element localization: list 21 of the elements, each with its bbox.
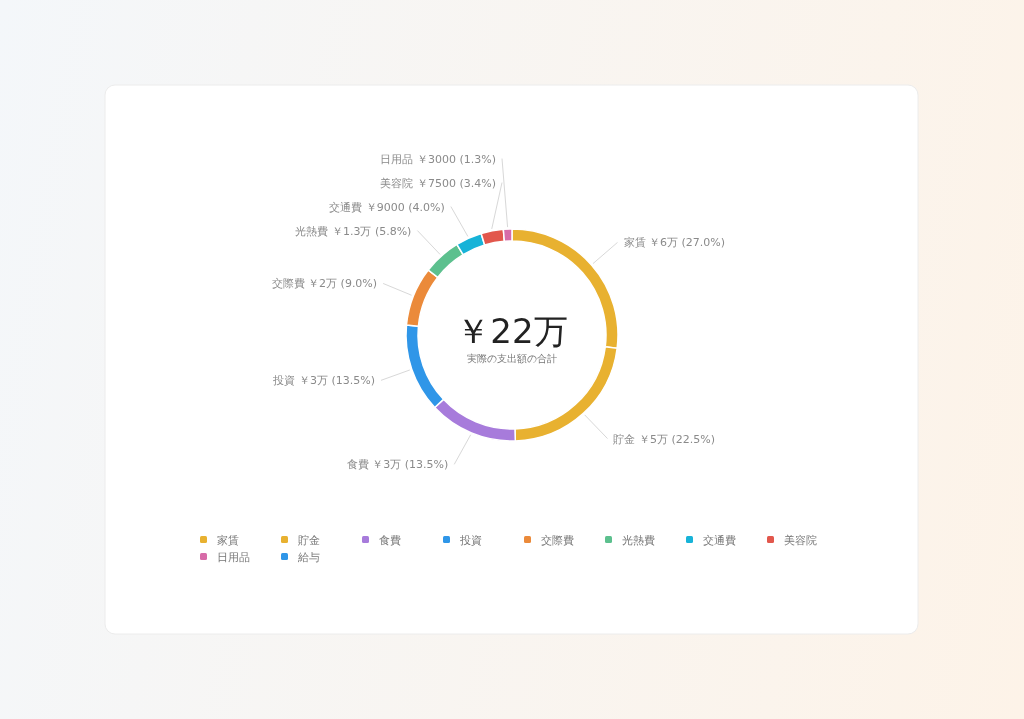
category-label: 光熱費 ￥1.3万 (5.8%) — [295, 224, 412, 238]
legend-label: 美容院 — [784, 534, 817, 547]
text: 実際の支出額の合計 — [467, 353, 557, 364]
legend-label: 交際費 — [541, 534, 574, 547]
legend-label: 食費 — [379, 534, 401, 547]
legend-label: 光熱費 — [622, 534, 655, 547]
legend-label: 投資 — [459, 534, 482, 547]
text: ￥22万 — [456, 311, 568, 351]
legend-label: 日用品 — [217, 551, 250, 564]
category-label: 食費 ￥3万 (13.5%) — [346, 458, 449, 472]
category-label: 家賃 ￥6万 (27.0%) — [623, 236, 726, 250]
category-label: 交際費 ￥2万 (9.0%) — [271, 277, 378, 291]
category-label: 投資 ￥3万 (13.5%) — [273, 374, 376, 388]
legend-label: 交通費 — [703, 534, 736, 547]
category-label: 美容院 ￥7500 (3.4%) — [380, 176, 496, 190]
legend-label: 貯金 — [298, 534, 320, 547]
category-label: 交通費 ￥9000 (4.0%) — [329, 200, 445, 214]
category-label: 日用品 ￥3000 (1.3%) — [380, 152, 496, 166]
legend-label: 給与 — [297, 551, 320, 564]
category-label: 貯金 ￥5万 (22.5%) — [613, 432, 716, 446]
legend-label: 家賃 — [217, 534, 239, 547]
